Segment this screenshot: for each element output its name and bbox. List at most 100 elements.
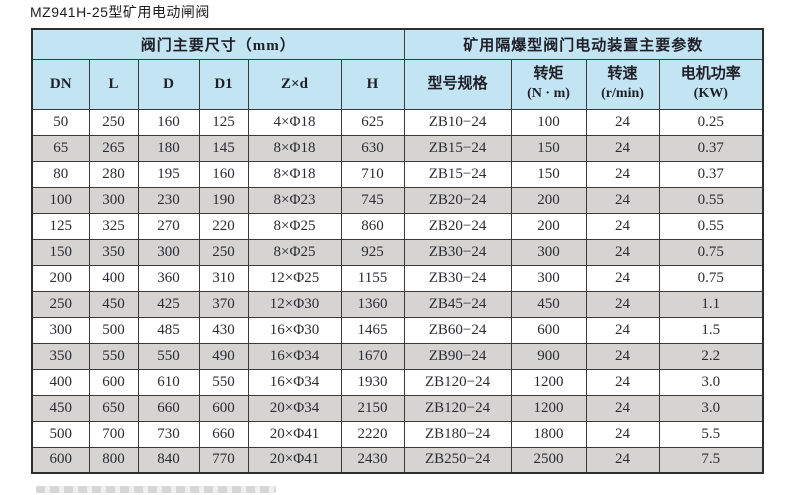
table-cell: 550 — [198, 368, 249, 396]
table-cell: 600 — [88, 368, 139, 396]
table-cell: 0.75 — [658, 264, 764, 292]
table-cell: 600 — [31, 446, 90, 474]
table-cell: 550 — [137, 342, 200, 370]
table-cell: 400 — [88, 264, 139, 292]
table-cell: ZB60−24 — [403, 316, 512, 344]
table-cell: 650 — [88, 394, 139, 422]
table-cell: 700 — [88, 420, 139, 448]
table-cell: 2430 — [340, 446, 405, 474]
table-cell: 145 — [198, 134, 249, 162]
column-header-unit: (N · m) — [527, 85, 570, 101]
table-cell: ZB90−24 — [403, 342, 512, 370]
table-cell: 7.5 — [658, 446, 764, 474]
table-cell: 24 — [585, 342, 660, 370]
table-cell: 3.0 — [658, 368, 764, 396]
table-cell: 150 — [510, 134, 587, 162]
group-header-cell: 矿用隔爆型阀门电动装置主要参数 — [403, 28, 764, 60]
table-cell: 485 — [137, 316, 200, 344]
table-cell: 65 — [31, 134, 90, 162]
table-row: 500 700 730 660 20×Φ41 2220 ZB180−24 1800 24 5.5 — [31, 420, 764, 448]
table-cell: 0.37 — [658, 160, 764, 188]
table-cell: 1200 — [510, 368, 587, 396]
column-header-label: 转速 — [607, 66, 638, 83]
table-cell: 1670 — [340, 342, 405, 370]
column-header-label: D — [163, 75, 174, 92]
table-cell: 4×Φ18 — [247, 108, 342, 136]
table-cell: 80 — [31, 160, 90, 188]
table-cell: 265 — [88, 134, 139, 162]
table-cell: 0.37 — [658, 134, 764, 162]
table-cell: 840 — [137, 446, 200, 474]
table-cell: 16×Φ30 — [247, 316, 342, 344]
table-cell: 250 — [31, 290, 90, 318]
table-cell: 730 — [137, 420, 200, 448]
table-cell: 450 — [31, 394, 90, 422]
table-cell: 0.55 — [658, 212, 764, 240]
table-cell: 100 — [510, 108, 587, 136]
column-header-cell: Z×d — [247, 58, 342, 110]
table-cell: ZB45−24 — [403, 290, 512, 318]
table-cell: 745 — [340, 186, 405, 214]
table-cell: ZB10−24 — [403, 108, 512, 136]
table-row: 300 500 485 430 16×Φ30 1465 ZB60−24 600 24 1.5 — [31, 316, 764, 344]
table-cell: 195 — [137, 160, 200, 188]
table-cell: 1155 — [340, 264, 405, 292]
column-header-label: 型号规格 — [427, 75, 488, 92]
table-cell: 280 — [88, 160, 139, 188]
table-cell: 20×Φ41 — [247, 420, 342, 448]
column-header-label: D1 — [214, 75, 233, 92]
table-cell: 24 — [585, 394, 660, 422]
table-row: 600 800 840 770 20×Φ41 2430 ZB250−24 2500 24 7.5 — [31, 446, 764, 474]
table-cell: 24 — [585, 238, 660, 266]
table-cell: ZB20−24 — [403, 186, 512, 214]
table-cell: 325 — [88, 212, 139, 240]
table-cell: 12×Φ30 — [247, 290, 342, 318]
column-header-cell: 转矩 (N · m) — [510, 58, 587, 110]
table-cell: 550 — [88, 342, 139, 370]
table-cell: 1360 — [340, 290, 405, 318]
table-cell: 8×Φ25 — [247, 212, 342, 240]
column-header-cell: H — [340, 58, 405, 110]
table-cell: ZB30−24 — [403, 264, 512, 292]
table-cell: 160 — [137, 108, 200, 136]
table-cell: 24 — [585, 290, 660, 318]
table-cell: 2.2 — [658, 342, 764, 370]
column-header-label: DN — [49, 75, 72, 92]
table-row: 350 550 550 490 16×Φ34 1670 ZB90−24 900 24 2.2 — [31, 342, 764, 370]
table-cell: ZB20−24 — [403, 212, 512, 240]
table-cell: 24 — [585, 264, 660, 292]
table-cell: ZB30−24 — [403, 238, 512, 266]
group-header-cell: 阀门主要尺寸（mm） — [31, 28, 405, 60]
table-cell: 660 — [198, 420, 249, 448]
table-body: 50 250 160 125 4×Φ18 625 ZB10−24 100 24 0.25 65 265… — [31, 108, 764, 474]
table-cell: 360 — [137, 264, 200, 292]
column-header-cell: DN — [31, 58, 90, 110]
table-cell: 300 — [137, 238, 200, 266]
table-row: 50 250 160 125 4×Φ18 625 ZB10−24 100 24 0.25 — [31, 108, 764, 136]
table-cell: ZB250−24 — [403, 446, 512, 474]
table-cell: 20×Φ34 — [247, 394, 342, 422]
column-header-label: Z×d — [281, 75, 308, 92]
table-cell: ZB15−24 — [403, 160, 512, 188]
table-cell: ZB120−24 — [403, 394, 512, 422]
group-header-row: 阀门主要尺寸（mm） 矿用隔爆型阀门电动装置主要参数 — [31, 28, 764, 60]
table-cell: 630 — [340, 134, 405, 162]
table-cell: 500 — [31, 420, 90, 448]
table-cell: 600 — [510, 316, 587, 344]
table-cell: 150 — [31, 238, 90, 266]
table-cell: 1.5 — [658, 316, 764, 344]
table-cell: 100 — [31, 186, 90, 214]
table-cell: 1.1 — [658, 290, 764, 318]
table-cell: 220 — [198, 212, 249, 240]
table-cell: 625 — [340, 108, 405, 136]
column-header-cell: D1 — [198, 58, 249, 110]
column-header-unit: (r/min) — [601, 85, 644, 101]
table-row: 400 600 610 550 16×Φ34 1930 ZB120−24 1200 24 3.0 — [31, 368, 764, 396]
table-cell: 2220 — [340, 420, 405, 448]
table-cell: 250 — [198, 238, 249, 266]
table-cell: 300 — [88, 186, 139, 214]
table-cell: ZB180−24 — [403, 420, 512, 448]
table-cell: 600 — [198, 394, 249, 422]
cutoff-text-remnant — [36, 486, 276, 493]
table-cell: 24 — [585, 212, 660, 240]
